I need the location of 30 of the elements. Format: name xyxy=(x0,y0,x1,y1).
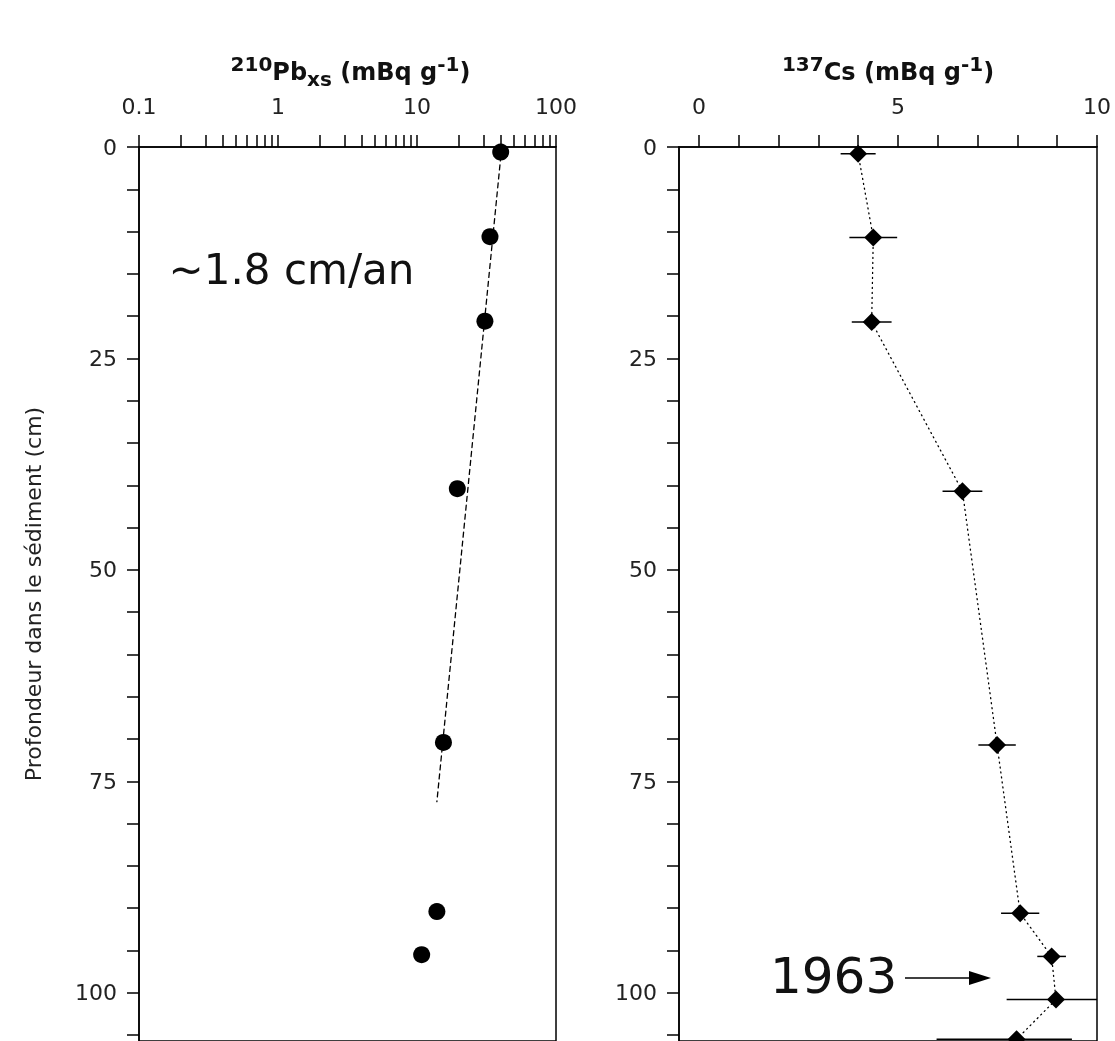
x-tick-label: 0.1 xyxy=(121,93,157,119)
y-tick-label: 75 xyxy=(629,768,657,794)
point xyxy=(1011,904,1030,923)
point xyxy=(849,144,868,163)
x-tick-label: 10 xyxy=(403,93,431,119)
x-axis-title: $^{210}$Pb$_{xs}$ (mBq g$^{-1}$) xyxy=(230,52,471,91)
point xyxy=(1042,947,1061,966)
y-tick-label: 50 xyxy=(89,557,117,583)
point xyxy=(1047,990,1065,1009)
y-tick-label: 50 xyxy=(629,557,657,583)
x-tick-label: 5 xyxy=(890,93,905,119)
y-tick-label: 0 xyxy=(643,134,657,160)
x-axis-title: $^{137}$Cs (mBq g$^{-1}$) xyxy=(781,52,995,86)
y-axis-title: Profondeur dans le sédiment (cm) xyxy=(20,406,46,782)
y-tick-label: 0 xyxy=(103,134,117,160)
x-tick-label: 100 xyxy=(535,93,577,119)
x-tick-label: 0 xyxy=(691,93,706,119)
y-tick-label: 100 xyxy=(75,980,117,1006)
point xyxy=(953,482,972,501)
y-tick-label: 25 xyxy=(629,345,657,371)
y-tick-label: 25 xyxy=(89,345,117,371)
annotation: 1963 xyxy=(770,947,898,1006)
point xyxy=(862,313,881,332)
point xyxy=(864,228,883,247)
point xyxy=(988,735,1007,754)
x-tick-label: 10 xyxy=(1083,93,1111,119)
x-tick-label: 1 xyxy=(271,93,285,119)
y-tick-label: 75 xyxy=(89,768,117,794)
annotation: ~1.8 cm/an xyxy=(168,245,415,295)
y-tick-label: 100 xyxy=(615,980,657,1006)
